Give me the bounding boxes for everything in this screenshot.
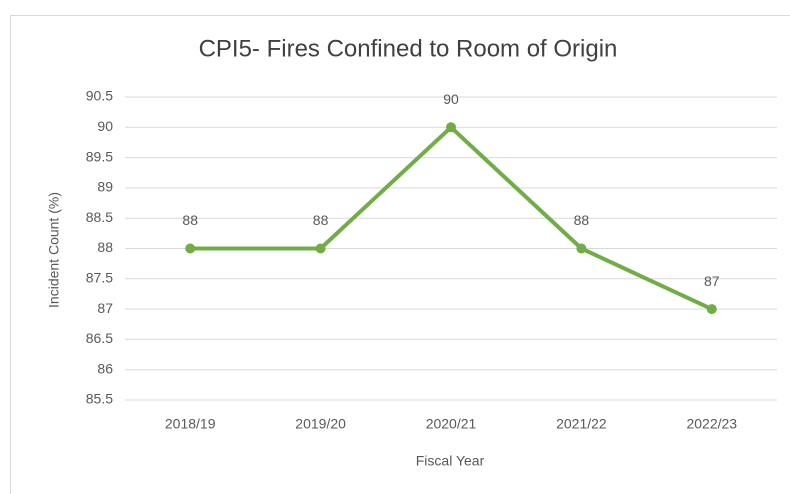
chart-title: CPI5- Fires Confined to Room of Origin <box>199 35 618 62</box>
data-label: 87 <box>704 273 720 289</box>
y-tick-label: 89.5 <box>86 148 113 164</box>
x-axis-title: Fiscal Year <box>416 453 485 469</box>
x-tick-label: 2020/21 <box>426 416 477 432</box>
data-label: 88 <box>182 212 198 228</box>
y-tick-label: 87.5 <box>86 270 113 286</box>
data-label: 90 <box>443 91 459 107</box>
data-label: 88 <box>313 212 329 228</box>
y-axis-title: Incident Count (%) <box>46 192 62 308</box>
y-tick-label: 86.5 <box>86 330 113 346</box>
y-tick-label: 87 <box>97 300 113 316</box>
y-tick-label: 86 <box>97 360 113 376</box>
y-tick-label: 88 <box>97 239 113 255</box>
y-tick-label: 90 <box>97 118 113 134</box>
chart-frame <box>10 15 790 494</box>
data-point <box>446 122 456 133</box>
data-point <box>315 243 326 254</box>
y-tick-label: 85.5 <box>86 391 113 407</box>
x-tick-label: 2021/22 <box>556 416 607 432</box>
data-point <box>185 243 196 254</box>
data-label: 88 <box>574 212 590 228</box>
y-tick-label: 89 <box>97 179 113 195</box>
y-tick-label: 90.5 <box>86 88 113 104</box>
data-point <box>576 243 587 254</box>
x-tick-label: 2022/23 <box>686 416 737 432</box>
data-point <box>706 304 717 315</box>
x-tick-label: 2018/19 <box>165 416 216 432</box>
x-tick-label: 2019/20 <box>295 416 346 432</box>
y-tick-label: 88.5 <box>86 209 113 225</box>
